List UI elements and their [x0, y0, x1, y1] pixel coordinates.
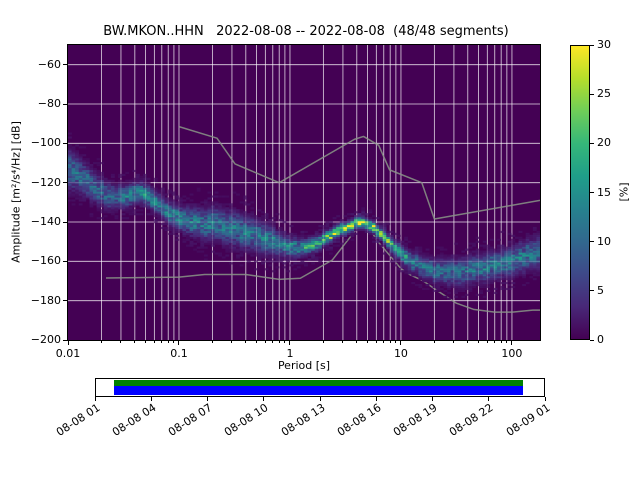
colorbar-tick [590, 192, 594, 193]
x-minor-tick [467, 340, 469, 343]
timeline-tick-label: 08-08 22 [447, 401, 496, 439]
timeline-tick [207, 397, 208, 401]
x-minor-tick [161, 340, 163, 343]
x-tick-label: 0.1 [170, 347, 188, 360]
x-minor-tick [100, 340, 102, 343]
x-minor-tick [153, 340, 155, 343]
timeline-tick [488, 397, 490, 401]
y-tick-label: −120 [30, 175, 61, 189]
x-minor-tick [256, 340, 258, 343]
colorbar-gradient [570, 45, 590, 340]
timeline-tick [94, 397, 96, 401]
y-tick-label: −100 [30, 136, 61, 150]
x-tick-label: 10 [393, 347, 408, 360]
timeline-tick [150, 397, 152, 401]
timeline-tick-label: 08-09 01 [503, 401, 553, 439]
x-minor-tick [500, 340, 502, 343]
timeline-tick-label: 08-08 16 [334, 401, 384, 439]
colorbar-tick-label: 0 [597, 333, 604, 346]
x-major-tick [400, 340, 402, 345]
x-major-tick [178, 340, 180, 345]
y-tick-label: −180 [30, 293, 61, 307]
x-minor-tick [453, 340, 455, 343]
colorbar-tick-label: 30 [597, 38, 611, 51]
timeline-tick [432, 397, 433, 401]
timeline-coverage-bar [95, 378, 545, 397]
timeline-tick-label: 08-08 19 [391, 401, 440, 439]
x-minor-tick [342, 340, 344, 343]
y-tick [63, 221, 68, 223]
colorbar-tick [590, 241, 594, 243]
ppsd-heatmap-canvas [67, 44, 541, 341]
x-minor-tick [245, 340, 247, 343]
colorbar-tick-label: 20 [597, 136, 611, 150]
x-minor-tick [486, 340, 488, 343]
timeline-tick-label: 08-08 07 [166, 401, 215, 439]
x-minor-tick [383, 340, 385, 343]
timeline-tick-label: 08-08 10 [222, 401, 271, 439]
y-tick [63, 300, 68, 302]
y-tick-label: −160 [30, 254, 61, 268]
x-minor-tick [173, 340, 175, 343]
x-major-tick [67, 340, 69, 345]
x-minor-tick [272, 340, 274, 343]
timeline-coverage-green [113, 380, 523, 386]
y-tick [63, 182, 68, 184]
timeline-coverage-blue [113, 386, 523, 395]
x-minor-tick [433, 340, 435, 343]
x-minor-tick [231, 340, 233, 343]
y-tick [63, 339, 68, 341]
colorbar-tick [590, 290, 594, 292]
colorbar-tick [590, 44, 594, 46]
timeline-tick-label: 08-08 13 [278, 401, 328, 439]
x-minor-tick [494, 340, 496, 343]
timeline-tick [375, 397, 377, 401]
x-axis-label: Period [s] [277, 359, 331, 372]
x-major-tick [511, 340, 513, 345]
x-minor-tick [506, 340, 508, 343]
x-minor-tick [367, 340, 369, 343]
y-tick [63, 260, 68, 262]
colorbar-tick-label: 25 [597, 87, 611, 101]
x-tick-label: 1 [286, 347, 294, 360]
x-minor-tick [389, 340, 391, 343]
timeline-tick [319, 397, 321, 401]
x-minor-tick [375, 340, 377, 343]
x-minor-tick [395, 340, 397, 343]
y-tick-label: −80 [37, 97, 61, 110]
y-tick [63, 103, 68, 105]
x-minor-tick [478, 340, 480, 343]
x-minor-tick [284, 340, 286, 343]
chart-title: BW.MKON..HHN 2022-08-08 -- 2022-08-08 (4… [103, 24, 509, 39]
colorbar-tick [590, 93, 594, 95]
colorbar-tick [590, 142, 594, 144]
x-minor-tick [356, 340, 358, 343]
colorbar-tick-label: 15 [597, 185, 611, 199]
y-tick [63, 142, 68, 144]
x-major-tick [289, 340, 291, 345]
timeline-tick-label: 08-08 04 [109, 401, 159, 439]
x-minor-tick [278, 340, 280, 343]
x-tick-label: 0.01 [55, 347, 81, 360]
x-minor-tick [167, 340, 169, 343]
y-tick-label: −60 [37, 57, 61, 71]
timeline-tick [263, 397, 265, 401]
y-tick [63, 64, 68, 66]
x-minor-tick [120, 340, 122, 343]
y-tick-label: −200 [30, 333, 61, 346]
colorbar-label: [%] [617, 182, 631, 202]
x-minor-tick [322, 340, 324, 343]
x-minor-tick [134, 340, 136, 343]
y-tick-label: −140 [30, 215, 61, 228]
x-minor-tick [145, 340, 147, 343]
x-tick-label: 100 [501, 347, 523, 360]
timeline-tick [544, 397, 546, 401]
colorbar-tick-label: 5 [597, 283, 604, 297]
timeline-tick-label: 08-08 01 [53, 401, 103, 439]
x-minor-tick [264, 340, 266, 343]
x-minor-tick [211, 340, 213, 343]
colorbar-tick-label: 10 [597, 234, 611, 248]
colorbar-tick [590, 339, 594, 341]
